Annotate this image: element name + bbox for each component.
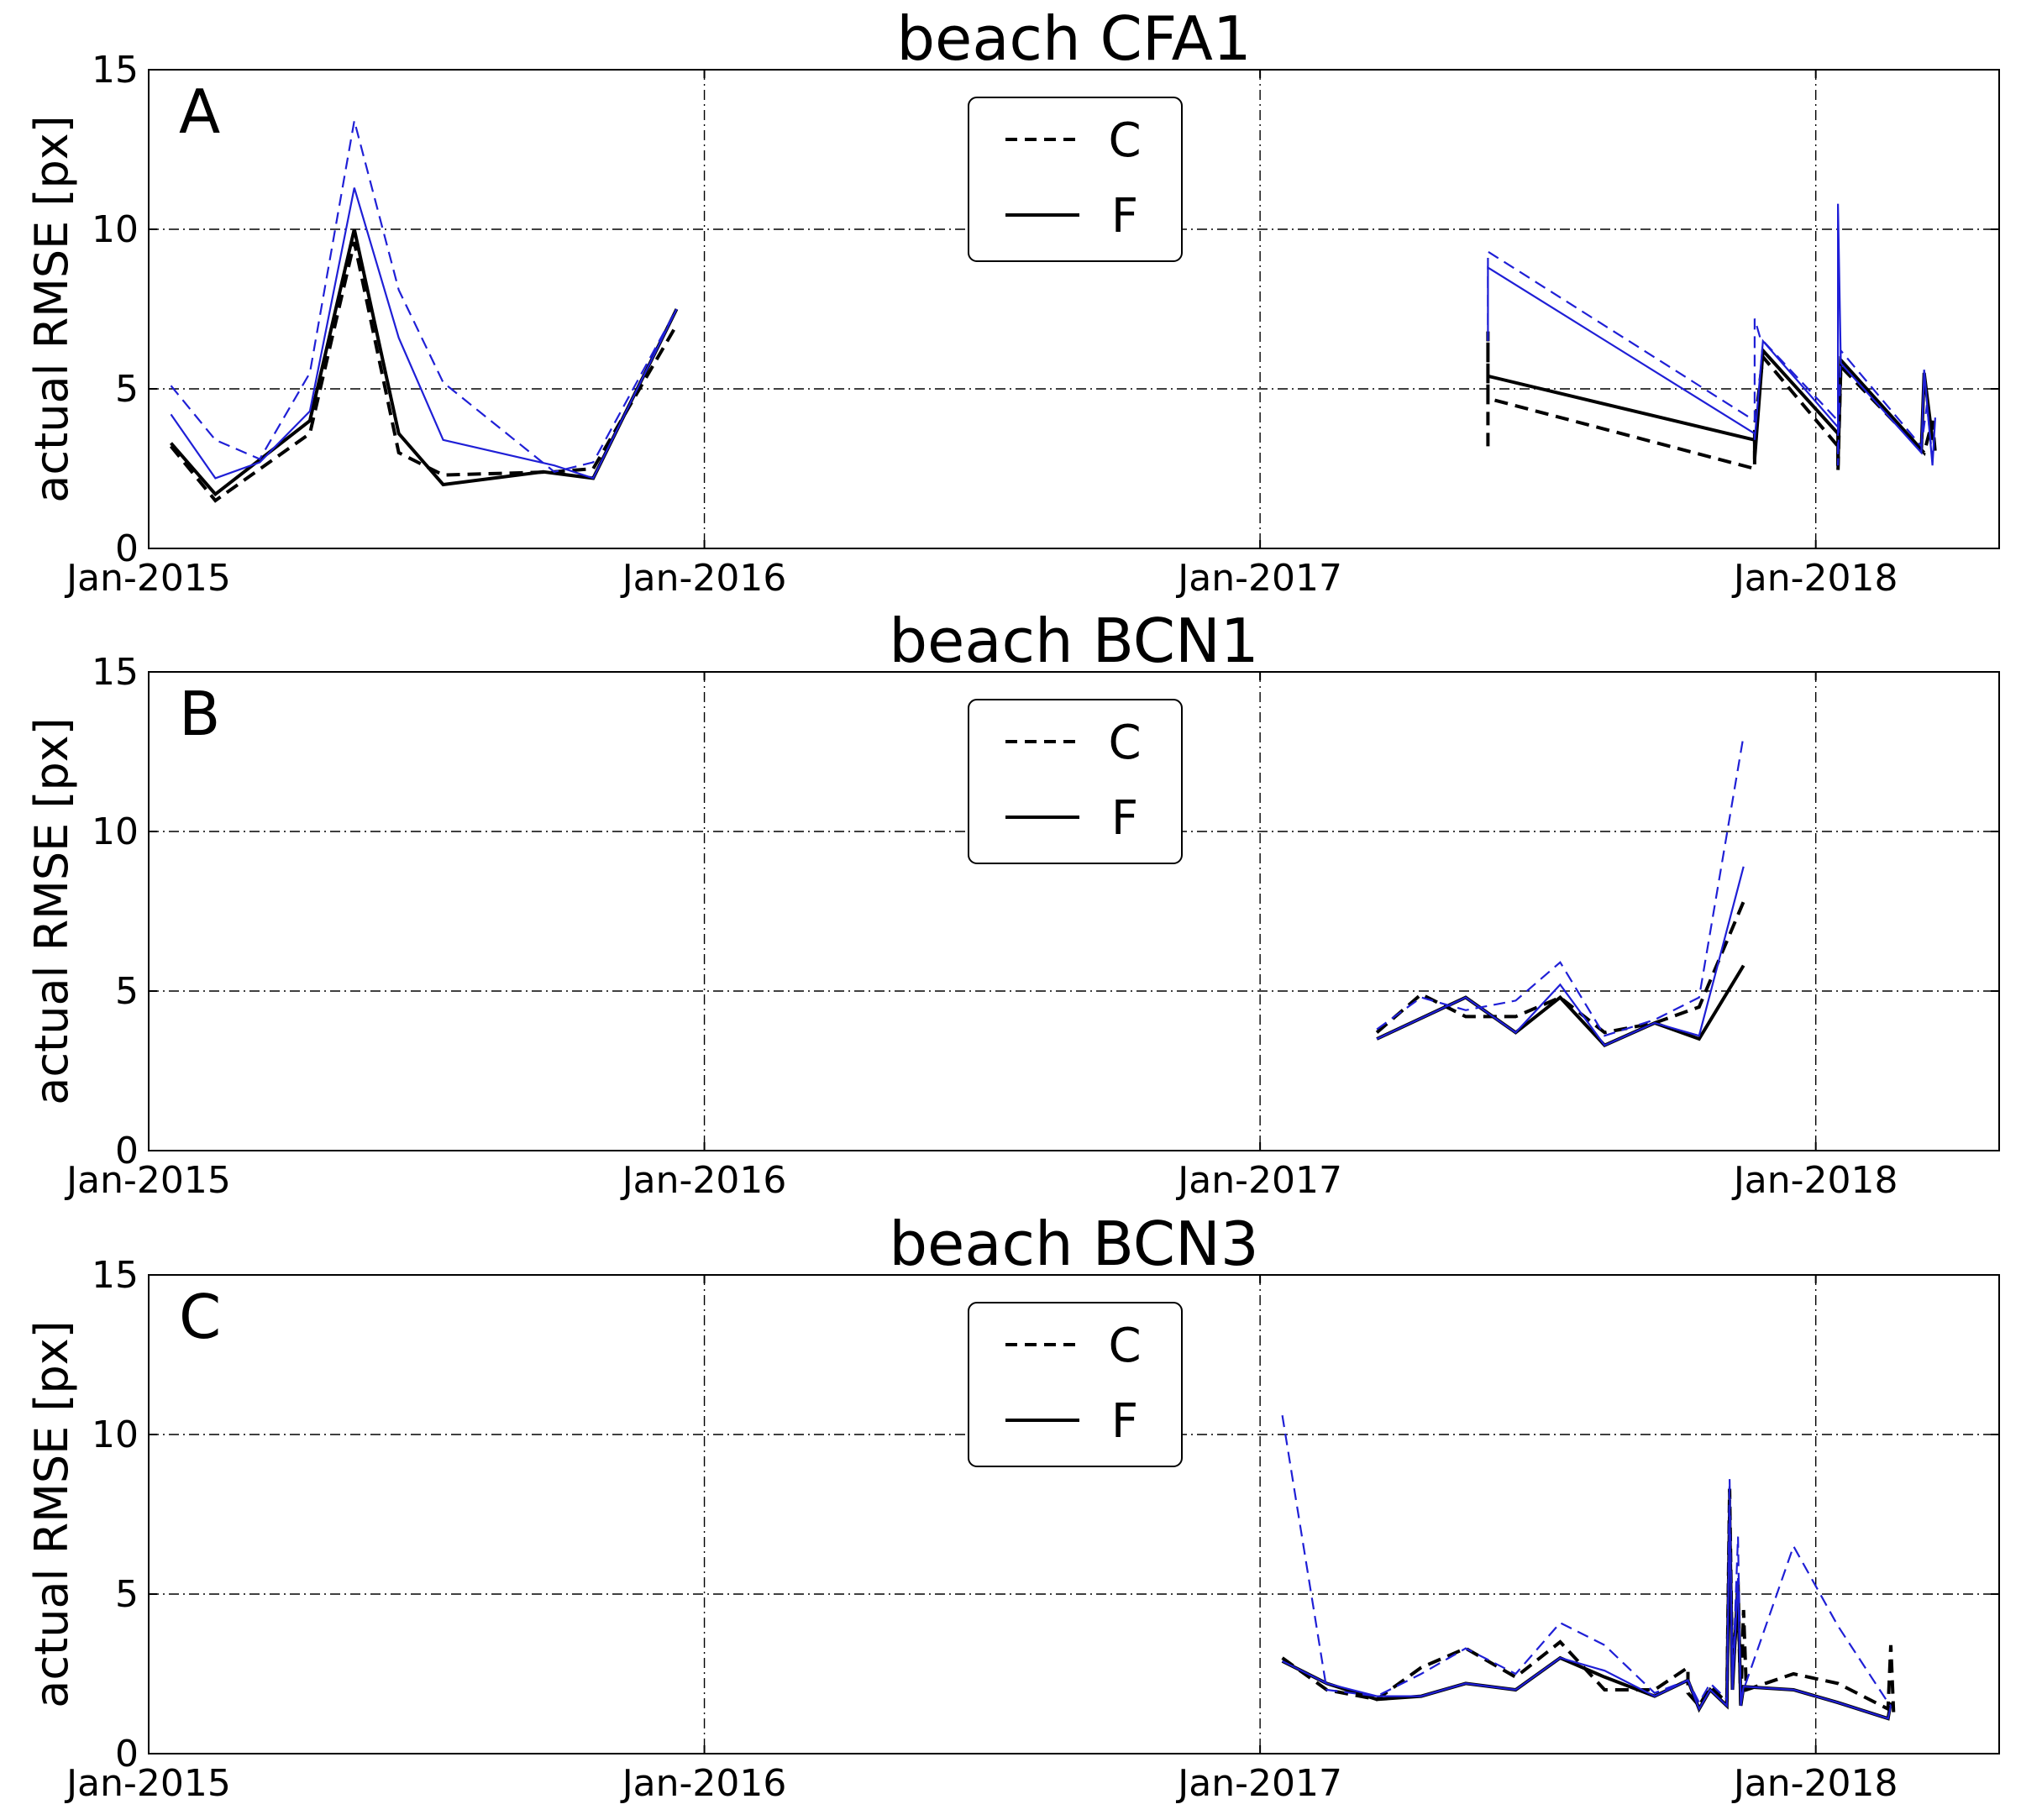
series-line xyxy=(170,187,678,480)
series-black-c xyxy=(1375,900,1745,1035)
panel-letter: B xyxy=(179,679,220,749)
y-axis-label: actual RMSE [px] xyxy=(25,717,78,1104)
series-line xyxy=(1376,866,1745,1046)
legend-label: C xyxy=(1108,1319,1141,1373)
y-tick-label: 5 xyxy=(115,970,139,1013)
legend: CF xyxy=(968,699,1183,864)
y-axis-label: actual RMSE [px] xyxy=(25,1320,78,1707)
y-tick-label: 0 xyxy=(115,527,139,570)
series-blue-c xyxy=(1281,1415,1892,1707)
y-tick-label: 15 xyxy=(92,1254,139,1297)
x-tick-label: Jan-2017 xyxy=(1175,1159,1342,1202)
series-line xyxy=(1282,1508,1892,1720)
chart-panel-1: 0 5 10 15 Jan-2015 Jan-2016 Jan-2017 Jan-2018 be… xyxy=(25,3,2000,600)
x-tick-label: Jan-2017 xyxy=(1175,557,1342,600)
legend: CF xyxy=(968,1302,1183,1467)
y-tick-label: 5 xyxy=(115,368,139,411)
y-tick-label: 10 xyxy=(92,208,139,251)
series-line xyxy=(1376,735,1745,1037)
legend-box xyxy=(968,97,1183,262)
chart-panel-3: 0 5 10 15 Jan-2015 Jan-2016 Jan-2017 Jan-2018 be… xyxy=(25,1209,2000,1805)
legend-label: C xyxy=(1108,113,1141,168)
chart-panel-2: 0 5 10 15 Jan-2015 Jan-2016 Jan-2017 Jan-2018 be… xyxy=(25,606,2000,1202)
x-tick-label: Jan-2015 xyxy=(64,1159,231,1202)
y-axis-label: actual RMSE [px] xyxy=(25,115,78,502)
legend-box xyxy=(968,699,1183,864)
series-line xyxy=(169,228,679,497)
plot-frame xyxy=(148,1274,2000,1754)
plot-frame xyxy=(148,671,2000,1151)
series-blue-f xyxy=(1376,866,1745,1046)
y-tick-label: 0 xyxy=(115,1733,139,1775)
series-line xyxy=(1281,1415,1892,1707)
series-line xyxy=(1487,249,1934,466)
y-tick-label: 10 xyxy=(92,810,139,853)
series-black-c xyxy=(1281,1488,1896,1712)
x-tick-label: Jan-2015 xyxy=(64,557,231,600)
series-line xyxy=(1375,900,1745,1035)
chart-title: beach BCN1 xyxy=(889,606,1258,676)
legend-label: C xyxy=(1108,716,1141,770)
series-blue-c xyxy=(170,120,1934,473)
chart-title: beach CFA1 xyxy=(896,3,1251,74)
series-blue-f xyxy=(170,187,1936,480)
series-blue-f xyxy=(1282,1508,1892,1720)
x-tick-label: Jan-2018 xyxy=(1731,1159,1898,1202)
series-line xyxy=(1487,203,1936,466)
x-tick-label: Jan-2018 xyxy=(1731,557,1898,600)
x-tick-label: Jan-2015 xyxy=(64,1762,231,1805)
x-tick-label: Jan-2018 xyxy=(1731,1762,1898,1805)
series-line xyxy=(1486,331,1937,472)
y-tick-label: 15 xyxy=(92,49,139,92)
y-tick-label: 15 xyxy=(92,651,139,694)
y-tick-label: 0 xyxy=(115,1130,139,1172)
panel-letter: A xyxy=(179,76,220,147)
chart-title: beach BCN3 xyxy=(889,1209,1258,1279)
series-line xyxy=(169,241,679,503)
series-black-c xyxy=(169,241,1937,503)
legend: CF xyxy=(968,97,1183,262)
x-tick-label: Jan-2016 xyxy=(620,1762,787,1805)
series-blue-c xyxy=(1376,735,1745,1037)
legend-label: F xyxy=(1111,1394,1138,1449)
legend-box xyxy=(968,1302,1183,1467)
series-line xyxy=(1281,1488,1896,1712)
x-tick-label: Jan-2016 xyxy=(620,1159,787,1202)
plot-frame xyxy=(148,69,2000,549)
legend-label: F xyxy=(1111,791,1138,846)
x-tick-label: Jan-2016 xyxy=(620,557,787,600)
y-tick-label: 10 xyxy=(92,1414,139,1456)
series-line xyxy=(170,120,678,473)
x-tick-label: Jan-2017 xyxy=(1175,1762,1342,1805)
legend-label: F xyxy=(1111,189,1138,244)
panel-letter: C xyxy=(179,1282,221,1352)
y-tick-label: 5 xyxy=(115,1573,139,1616)
